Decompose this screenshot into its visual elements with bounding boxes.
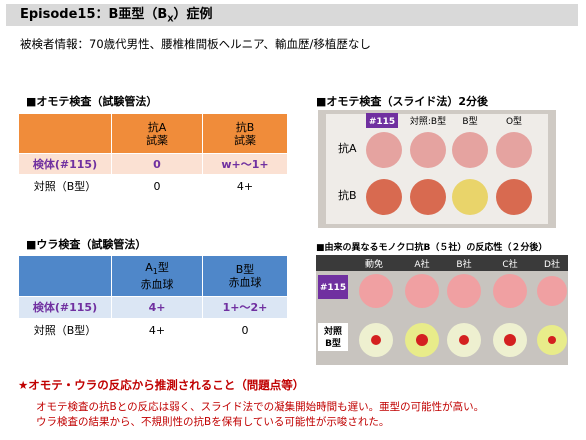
column-header: A bbox=[145, 260, 153, 274]
cell: 対照（B型） bbox=[18, 174, 112, 198]
column-header: 抗A bbox=[147, 120, 167, 134]
title: Episode15：B亜型（BX）症例 bbox=[6, 4, 578, 26]
section-heading: ■オモテ検査（試験管法） bbox=[26, 95, 158, 108]
cell: 0 bbox=[202, 318, 288, 342]
photo-label: B社 bbox=[456, 258, 471, 270]
photo-label: O型 bbox=[506, 116, 522, 127]
section-heading: ■ウラ検査（試験管法） bbox=[26, 238, 147, 251]
patient-info: 被検者情報：70歳代男性、腰椎椎間板ヘルニア、輸血歴/移植歴なし bbox=[20, 37, 371, 51]
cell: 4+ bbox=[202, 174, 288, 198]
column-header: 試薬 bbox=[146, 133, 168, 147]
cell: 検体(#115) bbox=[18, 296, 112, 319]
photo-label: 抗A bbox=[338, 141, 357, 155]
cell: 検体(#115) bbox=[18, 153, 112, 175]
omote-table: 抗A 試薬 抗B 試薬 検体(#115) 0 w+〜1+ 対照（B型） 0 4+ bbox=[18, 113, 288, 198]
cell: 0 bbox=[111, 174, 203, 198]
photo-label: B型 bbox=[325, 337, 341, 349]
photo-label: #115 bbox=[320, 283, 346, 293]
column-header: 型 bbox=[157, 260, 169, 274]
photo-label: 抗B bbox=[338, 188, 357, 202]
column-header-subscript: 1 bbox=[152, 267, 158, 277]
slide-photo: #115 対照:B型 B型 O型 抗A 抗B bbox=[318, 110, 556, 228]
photo-label: A社 bbox=[414, 258, 429, 270]
section-heading: ■由来の異なるモノクロ抗B（５社）の反応性（２分後） bbox=[316, 243, 548, 253]
column-header: B型 bbox=[235, 263, 255, 276]
cell: 対照（B型） bbox=[18, 318, 112, 342]
cell: 1+〜2+ bbox=[202, 296, 288, 319]
column-header: 赤血球 bbox=[140, 278, 174, 292]
section-heading: ■オモテ検査（スライド法）2分後 bbox=[316, 95, 489, 108]
photo-label: 動免 bbox=[365, 258, 383, 270]
cell: 4+ bbox=[111, 318, 203, 342]
ura-table: A1型 赤血球 B型 赤血球 検体(#115) 4+ 1+〜2+ 対照（B型） 4+ 0 bbox=[18, 255, 288, 342]
photo-label: B型 bbox=[462, 116, 477, 127]
photo-label: #115 bbox=[369, 117, 395, 127]
cell: 0 bbox=[111, 153, 203, 175]
cell: w+〜1+ bbox=[202, 153, 288, 175]
column-header: 試薬 bbox=[234, 133, 256, 147]
column-header: 抗B bbox=[235, 120, 255, 134]
title-text: ）症例 bbox=[173, 7, 213, 22]
photo-label: 対照:B型 bbox=[410, 115, 446, 127]
monoclonal-photo: 動免 A社 B社 C社 D社 #115 対照 B型 bbox=[316, 255, 568, 365]
conclusion-line: オモテ検査の抗Bとの反応は弱く、スライド法での凝集開始時間も遅い。亜型の可能性が… bbox=[36, 401, 485, 413]
photo-label: C社 bbox=[502, 258, 517, 270]
conclusion-line: ウラ検査の結果から、不規則性の抗Bを保有している可能性が示唆された。 bbox=[36, 416, 390, 428]
photo-label: D社 bbox=[544, 258, 560, 270]
title-subscript: X bbox=[167, 14, 174, 24]
title-text: Episode15：B亜型（B bbox=[20, 7, 168, 22]
column-header: 赤血球 bbox=[228, 276, 262, 289]
cell: 4+ bbox=[111, 296, 203, 319]
conclusion-heading: ★オモテ・ウラの反応から推測されること（問題点等） bbox=[18, 378, 305, 392]
photo-label: 対照 bbox=[323, 325, 342, 337]
